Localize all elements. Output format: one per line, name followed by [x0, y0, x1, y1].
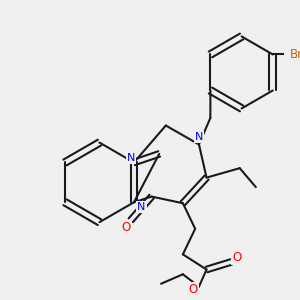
- Text: Br: Br: [290, 48, 300, 61]
- Text: O: O: [232, 251, 242, 264]
- Text: N: N: [127, 153, 135, 163]
- Text: O: O: [189, 283, 198, 296]
- Text: N: N: [137, 202, 146, 212]
- Text: O: O: [122, 221, 130, 234]
- Text: N: N: [195, 132, 203, 142]
